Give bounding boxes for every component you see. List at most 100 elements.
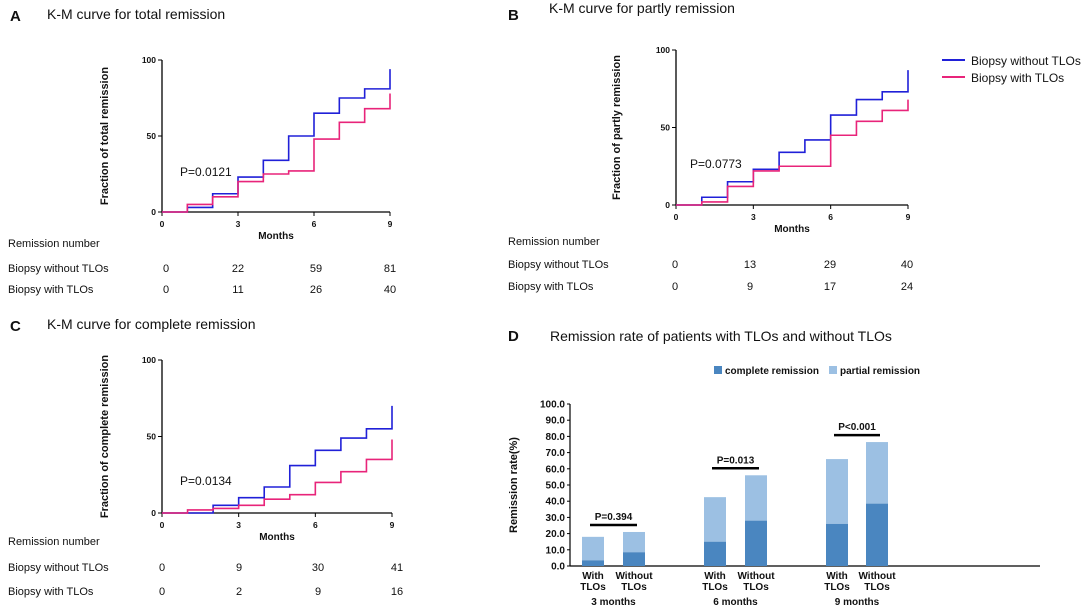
legend-label-with-tlos: Biopsy with TLOs [971,71,1064,85]
y-tick-label: 100 [656,45,670,55]
bar-category-label: TLOs [864,582,890,593]
x-tick-label: 9 [390,520,395,530]
risk-table-value: 81 [384,263,396,275]
x-axis-label: Months [258,231,294,242]
y-tick-label: 50.0 [546,481,566,492]
group-label: 9 months [835,597,880,608]
significance-p-value: P=0.013 [717,455,755,466]
legend-swatch-complete-remission [714,366,722,374]
title-panel-c: K-M curve for complete remission [47,316,256,332]
bar-category-label: Without [615,571,653,582]
bar-category-label: With [826,571,848,582]
x-tick-label: 3 [751,212,756,222]
risk-table-row-label: Biopsy with TLOs [508,281,594,293]
y-tick-label: 100 [142,355,156,365]
risk-table-row-label: Biopsy without TLOs [508,259,609,271]
risk-table-value: 2 [236,586,242,598]
risk-table-row-label: Biopsy without TLOs [8,562,109,574]
y-tick-label: 0.0 [551,562,565,573]
significance-p-value: P<0.001 [838,422,876,433]
risk-table-value: 11 [232,284,243,296]
risk-table-value: 22 [232,263,244,275]
risk-table-value: 0 [159,562,165,574]
bar-complete-remission [623,552,645,566]
y-tick-label: 20.0 [546,529,566,540]
bar-category-label: TLOs [580,582,606,593]
risk-table-value: 0 [672,281,678,293]
bar-partial-remission [866,442,888,504]
km-curve-with-tlos [162,93,391,213]
significance-p-value: P=0.394 [595,512,633,523]
risk-table-value: 16 [391,586,403,598]
x-tick-label: 0 [160,219,165,229]
km-curve-without-tlos [162,405,393,514]
panel-letter-c: C [10,318,21,335]
risk-table-value: 0 [159,586,165,598]
y-tick-label: 50 [147,432,157,442]
y-tick-label: 0 [151,207,156,217]
title-panel-d: Remission rate of patients with TLOs and… [550,328,892,344]
bar-complete-remission [582,560,604,566]
bar-partial-remission [745,475,767,521]
y-tick-label: 90.0 [546,416,566,427]
risk-table-value: 0 [163,284,169,296]
risk-table-row-label: Biopsy with TLOs [8,284,94,296]
risk-table-value: 41 [391,562,403,574]
risk-table-value: 9 [315,586,321,598]
y-tick-label: 10.0 [546,545,566,556]
x-tick-label: 6 [828,212,833,222]
p-value-label: P=0.0134 [180,474,232,488]
bar-complete-remission [745,520,767,566]
group-label: 6 months [713,597,758,608]
x-tick-label: 0 [160,520,165,530]
y-tick-label: 80.0 [546,432,566,443]
km-curve-with-tlos [162,439,393,514]
panel-letter-d: D [508,328,519,345]
y-tick-label: 40.0 [546,497,566,508]
y-axis-label: Fraction of partly remission [611,55,623,200]
stacked-bar-chart-remission-rate: 0.0 10.0 20.0 30.0 40.0 50.0 60.0 70.0 80.0 90.0 1… [508,366,1040,608]
group-label: 3 months [591,597,636,608]
bar-category-label: TLOs [621,582,647,593]
risk-table-value: 29 [824,259,836,271]
risk-table-value: 26 [310,284,322,296]
p-value-label: P=0.0121 [180,165,232,179]
bar-category-label: With [704,571,726,582]
y-tick-label: 50 [147,131,157,141]
legend-swatch-partial-remission [829,366,837,374]
y-axis-label: Fraction of complete remission [99,355,111,518]
km-legend: Biopsy without TLOs Biopsy with TLOs [942,54,1081,85]
risk-table-value: 9 [236,562,242,574]
risk-table-header: Remission number [508,236,600,248]
bar-partial-remission [623,531,645,553]
km-curve-without-tlos [162,69,391,213]
title-panel-a: K-M curve for total remission [47,6,225,22]
risk-table-value: 40 [384,284,396,296]
x-tick-label: 6 [313,520,318,530]
x-tick-label: 9 [906,212,911,222]
risk-table-value: 59 [310,263,322,275]
risk-table-value: 13 [744,259,756,271]
y-tick-label: 60.0 [546,464,566,475]
risk-table-row-label: Biopsy with TLOs [8,586,94,598]
y-axis-label: Fraction of total remission [99,67,111,205]
y-tick-label: 0 [665,200,670,210]
bar-complete-remission [826,523,848,566]
legend-label-without-tlos: Biopsy without TLOs [971,54,1081,68]
title-panel-b: K-M curve for partly remission [549,0,735,16]
y-axis-label: Remission rate(%) [508,437,520,533]
risk-table-row-label: Biopsy without TLOs [8,263,109,275]
x-axis-label: Months [259,532,295,543]
bar-partial-remission [826,459,848,524]
bar-category-label: TLOs [702,582,728,593]
risk-table-value: 24 [901,281,913,293]
legend-label-complete-remission: complete remission [725,366,819,377]
legend-label-partial-remission: partial remission [840,366,920,377]
x-axis-label: Months [774,224,810,235]
bar-category-label: Without [858,571,896,582]
bar-complete-remission [866,503,888,566]
risk-table-value: 0 [672,259,678,271]
y-tick-label: 30.0 [546,513,566,524]
x-tick-label: 6 [312,219,317,229]
risk-table-value: 9 [747,281,753,293]
